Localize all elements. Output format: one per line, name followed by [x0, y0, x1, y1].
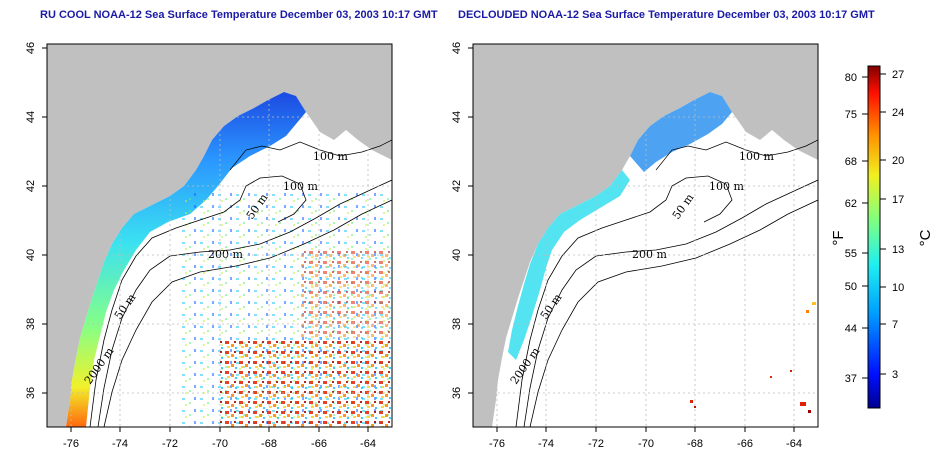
right-lat-tick: 44	[451, 111, 463, 123]
colorbar-c-tick: 7	[892, 319, 898, 331]
right-lon-tick: -74	[538, 438, 554, 450]
right-contour-label-100m-a: 100 m	[739, 150, 774, 163]
left-map-nova-scotia	[300, 44, 392, 112]
right-lon-tick: -76	[489, 438, 505, 450]
right-map-contour-200m	[523, 179, 818, 427]
left-lon-tick: -72	[162, 438, 178, 450]
colorbar-f-tick: 68	[845, 156, 857, 168]
right-map-contour-100m	[655, 139, 818, 171]
right-map-contour-2000m	[529, 199, 818, 427]
right-lat-tick: 36	[451, 387, 463, 399]
right-lon-tick: -72	[588, 438, 604, 450]
right-lat-tick: 46	[451, 42, 463, 54]
right-lon-tick: -64	[786, 438, 802, 450]
left-map-title: RU COOL NOAA-12 Sea Surface Temperature …	[40, 9, 438, 21]
left-lat-tick: 42	[25, 180, 37, 192]
colorbar-f-tick: 44	[845, 323, 857, 335]
colorbar-c-tick: 3	[892, 369, 898, 381]
left-map-contour-100m	[229, 139, 392, 171]
colorbar-f-tick: 50	[845, 281, 857, 293]
right-lon-tick: -66	[737, 438, 753, 450]
colorbar-celsius-unit: °C	[917, 229, 934, 246]
right-lat-tick: 40	[451, 249, 463, 261]
left-lon-tick: -74	[112, 438, 128, 450]
left-map-contour-2000m	[103, 199, 392, 427]
colorbar-f-tick: 80	[845, 72, 857, 84]
right-lat-tick: 38	[451, 318, 463, 330]
left-map-grid	[47, 44, 392, 427]
left-contour-label-100m-a: 100 m	[313, 150, 348, 163]
colorbar-f-tick: 62	[845, 198, 857, 210]
right-contour-label-200m: 200 m	[632, 248, 667, 261]
left-lon-tick: -66	[311, 438, 327, 450]
left-contour-label-200m: 200 m	[208, 248, 243, 261]
colorbar-c-tick: 27	[892, 69, 904, 81]
left-lon-tick: -64	[360, 438, 376, 450]
left-lat-tick: 36	[25, 387, 37, 399]
right-map-warm-pixels	[690, 302, 816, 413]
right-lon-tick: -70	[638, 438, 654, 450]
left-lat-tick: 46	[25, 42, 37, 54]
left-lon-tick: -70	[212, 438, 228, 450]
colorbar-f-tick: 75	[845, 109, 857, 121]
left-lat-tick: 38	[25, 318, 37, 330]
left-lat-tick: 44	[25, 111, 37, 123]
colorbar-fahrenheit-unit: °F	[830, 230, 847, 245]
colorbar: 80 75 68 62 55 50 44 37 27 24 20 17 13 1…	[830, 65, 934, 409]
left-contour-label-100m-b: 100 m	[283, 180, 318, 193]
left-lat-tick: 40	[25, 249, 37, 261]
left-map-land	[47, 44, 392, 427]
colorbar-c-tick: 17	[892, 194, 904, 206]
left-map-coastal-sst	[66, 92, 306, 427]
colorbar-f-tick: 37	[845, 373, 857, 385]
left-lon-tick: -76	[63, 438, 79, 450]
colorbar-c-tick: 10	[892, 282, 904, 294]
colorbar-c-tick: 24	[892, 107, 904, 119]
right-map: 100 m 100 m 50 m 200 m 50 m 2000 m	[451, 42, 819, 450]
right-lat-tick: 42	[451, 180, 463, 192]
right-map-title: DECLOUDED NOAA-12 Sea Surface Temperatur…	[458, 9, 875, 21]
right-map-land	[473, 44, 818, 427]
left-map-contour-50m	[89, 175, 307, 427]
right-map-grid	[473, 44, 818, 427]
right-map-contour-50m	[515, 175, 733, 427]
colorbar-gradient	[867, 65, 881, 409]
colorbar-c-tick: 20	[892, 155, 904, 167]
colorbar-c-tick: 13	[892, 244, 904, 256]
right-map-gulf-of-maine-sst	[630, 92, 732, 172]
left-map: 100 m 100 m 50 m 200 m 50 m 2000 m	[25, 42, 393, 450]
colorbar-f-tick: 55	[845, 248, 857, 260]
left-lon-tick: -68	[261, 438, 277, 450]
left-map-contour-200m	[97, 179, 392, 427]
right-contour-label-100m-b: 100 m	[709, 180, 744, 193]
right-map-shelf-sst	[508, 170, 630, 360]
right-lon-tick: -68	[687, 438, 703, 450]
left-map-gulf-stream-sst	[220, 340, 392, 427]
